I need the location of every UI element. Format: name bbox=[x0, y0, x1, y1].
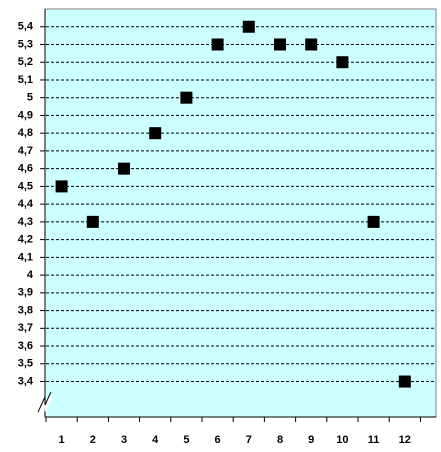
x-tick-label: 1 bbox=[59, 434, 65, 446]
x-tick-label: 8 bbox=[277, 434, 283, 446]
y-tick-label: 3,7 bbox=[18, 322, 33, 334]
marker bbox=[398, 375, 411, 388]
y-tick-label: 3,8 bbox=[18, 304, 33, 316]
marker bbox=[367, 215, 380, 228]
y-tick-label: 4,8 bbox=[18, 127, 33, 139]
x-tick-label: 10 bbox=[336, 434, 348, 446]
x-tick-label: 9 bbox=[308, 434, 314, 446]
y-tick-label: 4,6 bbox=[18, 163, 33, 175]
x-tick-label: 3 bbox=[121, 434, 127, 446]
marker bbox=[211, 38, 224, 51]
y-tick-label: 4,4 bbox=[18, 198, 34, 210]
y-tick-label: 3,4 bbox=[18, 375, 34, 387]
marker bbox=[336, 56, 349, 69]
marker bbox=[242, 20, 255, 33]
y-tick-label: 3,6 bbox=[18, 340, 33, 352]
marker bbox=[274, 38, 286, 51]
x-tick-label: 4 bbox=[152, 434, 159, 446]
x-tick-label: 11 bbox=[368, 434, 380, 446]
x-tick-label: 2 bbox=[90, 434, 96, 446]
axis-break bbox=[37, 391, 52, 413]
y-tick-label: 5 bbox=[27, 92, 33, 104]
y-tick-label: 5,2 bbox=[18, 56, 33, 68]
y-tick-label: 3,9 bbox=[18, 287, 33, 299]
y-tick-label: 4,3 bbox=[18, 216, 33, 228]
y-tick-label: 4,2 bbox=[18, 234, 33, 246]
marker bbox=[305, 38, 318, 51]
marker bbox=[149, 127, 162, 140]
y-tick-label: 3,5 bbox=[18, 358, 33, 370]
marker bbox=[55, 180, 68, 193]
y-tick-label: 4 bbox=[27, 269, 34, 281]
y-tick-label: 5,1 bbox=[18, 74, 33, 86]
x-tick-label: 7 bbox=[246, 434, 252, 446]
y-tick-label: 5,4 bbox=[18, 21, 34, 33]
x-tick-label: 5 bbox=[183, 434, 189, 446]
y-tick-label: 4,9 bbox=[18, 109, 33, 121]
marker bbox=[118, 162, 130, 175]
y-tick-label: 5,3 bbox=[18, 38, 33, 50]
marker bbox=[180, 91, 193, 104]
plot-area bbox=[44, 8, 437, 418]
y-tick-label: 4,7 bbox=[18, 145, 33, 157]
y-tick-label: 4,5 bbox=[18, 180, 33, 192]
x-tick-label: 6 bbox=[215, 434, 221, 446]
marker bbox=[86, 215, 99, 228]
x-tick-label: 12 bbox=[399, 434, 411, 446]
y-tick-label: 4,1 bbox=[18, 251, 33, 263]
